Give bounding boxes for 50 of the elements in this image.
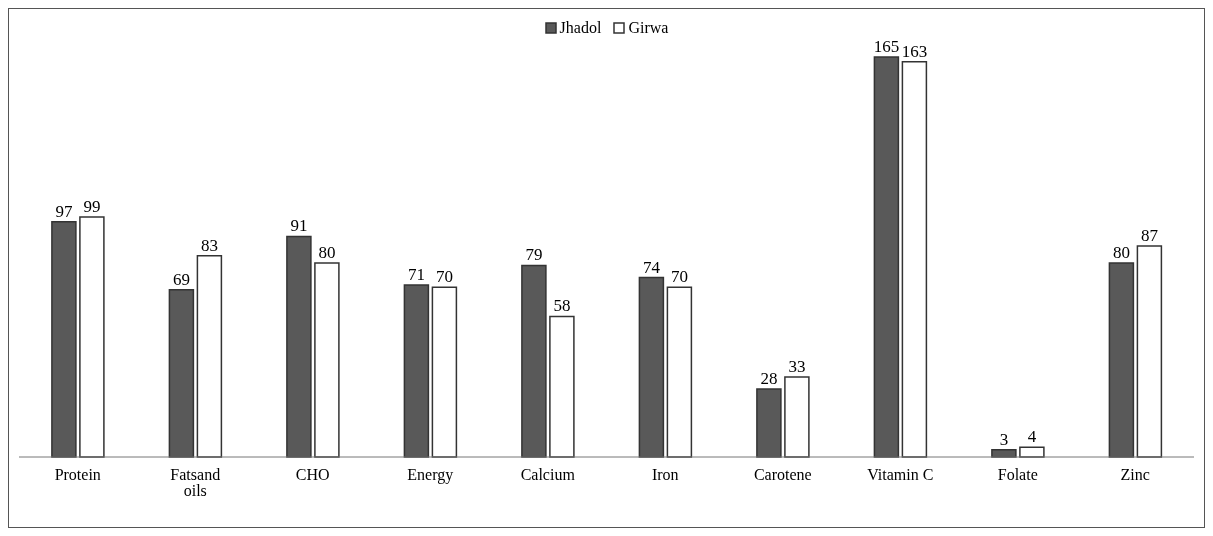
data-label: 70 xyxy=(670,267,688,287)
data-label: 87 xyxy=(1140,226,1159,246)
data-label: 58 xyxy=(553,296,571,316)
x-tick-label: Calcium xyxy=(520,466,576,484)
legend-label: Girwa xyxy=(628,19,669,37)
x-tick-label: Energy xyxy=(407,466,454,485)
bar xyxy=(901,61,928,458)
x-tick-label: Folate xyxy=(997,466,1038,484)
bar xyxy=(784,376,810,458)
data-label: 97 xyxy=(55,201,73,221)
x-tick-label: Iron xyxy=(651,466,679,484)
data-label: 80 xyxy=(318,243,336,263)
data-label: 70 xyxy=(435,267,453,287)
bar xyxy=(286,235,312,458)
bar xyxy=(521,264,547,458)
data-label: 91 xyxy=(290,216,308,236)
bar xyxy=(51,221,77,458)
data-label: 99 xyxy=(83,197,101,216)
x-tick-label: Zinc xyxy=(1120,466,1150,484)
bar xyxy=(638,276,665,458)
bar xyxy=(549,315,575,458)
x-tick-label: Vitamin C xyxy=(867,466,934,484)
data-label: 71 xyxy=(407,264,425,284)
data-label: 80 xyxy=(1112,243,1130,263)
data-label: 3 xyxy=(999,429,1009,449)
x-tick-label: Fatsand oils xyxy=(170,466,221,500)
data-label: 69 xyxy=(172,269,190,289)
data-label: 33 xyxy=(788,357,806,376)
bar xyxy=(168,288,195,458)
x-tick-label: Protein xyxy=(54,466,101,484)
x-tick-label: CHO xyxy=(295,466,330,484)
data-label: 83 xyxy=(200,235,218,255)
bar xyxy=(1136,245,1163,458)
data-label: 163 xyxy=(901,41,928,61)
bar xyxy=(79,216,105,458)
bar xyxy=(196,255,223,458)
bar xyxy=(873,56,900,458)
legend-label: Jhadol xyxy=(559,19,602,37)
bar xyxy=(431,286,458,458)
data-label: 28 xyxy=(760,369,778,389)
data-label: 74 xyxy=(642,257,661,277)
bar xyxy=(756,388,782,458)
bar xyxy=(403,284,430,458)
data-label: 4 xyxy=(1027,427,1037,447)
bar xyxy=(1108,262,1135,458)
data-label: 165 xyxy=(873,37,900,56)
bar xyxy=(314,262,340,458)
data-label: 79 xyxy=(525,245,543,265)
bar xyxy=(666,286,693,458)
x-tick-label: Carotene xyxy=(753,466,812,484)
